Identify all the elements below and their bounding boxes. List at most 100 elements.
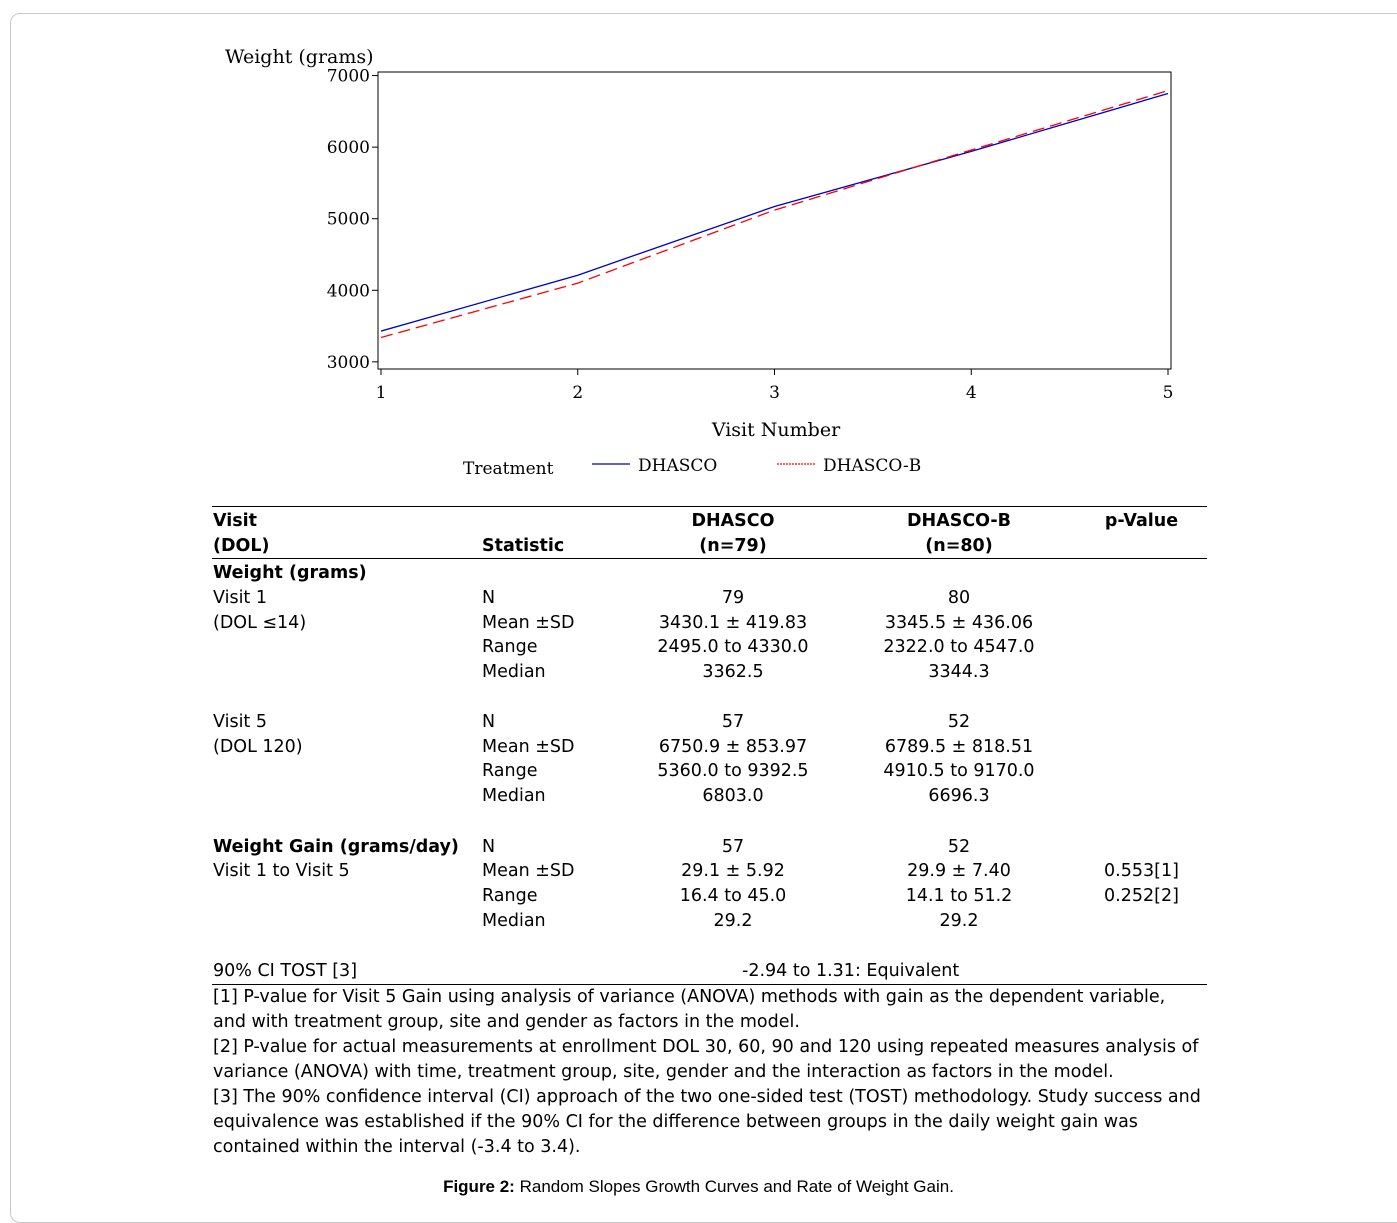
y-tick-label: 6000	[327, 138, 370, 158]
x-tick-label: 3	[769, 383, 780, 403]
table-top-rule	[212, 506, 1207, 507]
stat-label: Mean ±SD	[482, 737, 575, 757]
y-tick-label: 3000	[327, 353, 370, 373]
dhasco-value: 29.1 ± 5.92	[681, 861, 785, 881]
table-row: Range 2495.0 to 4330.0 2322.0 to 4547.0	[212, 635, 1207, 660]
y-tick-label: 7000	[327, 67, 370, 87]
p-value: 0.252[2]	[1104, 886, 1179, 906]
gain-label: Weight Gain (grams/day)	[213, 837, 459, 857]
footnotes: [1] P-value for Visit 5 Gain using analy…	[213, 985, 1203, 1160]
dhasco-value: 5360.0 to 9392.5	[657, 761, 809, 781]
dhasco-b-value: 2322.0 to 4547.0	[883, 637, 1035, 657]
stat-label: N	[482, 588, 496, 608]
dhasco-value: 3362.5	[702, 662, 764, 682]
y-ticks: 3000 4000 5000 6000 7000	[327, 67, 378, 373]
header-dhasco-n: (n=79)	[699, 536, 767, 556]
dhasco-value: 16.4 to 45.0	[679, 886, 787, 906]
x-tick-label: 4	[966, 383, 977, 403]
table-row: Median 29.2 29.2	[212, 909, 1207, 934]
visit5-label: Visit 5	[213, 712, 267, 732]
stat-label: Range	[482, 761, 538, 781]
growth-curve-chart: Weight (grams) Visit Number 3000 4000 5000…	[225, 46, 1174, 479]
table-row: (DOL ≤14) Mean ±SD 3430.1 ± 419.83 3345.…	[212, 611, 1207, 636]
ci-row: 90% CI TOST [3] -2.94 to 1.31: Equivalen…	[212, 959, 1207, 984]
p-value: 0.553[1]	[1104, 861, 1179, 881]
dhasco-b-value: 14.1 to 51.2	[905, 886, 1013, 906]
header-statistic: Statistic	[482, 536, 565, 556]
dhasco-b-value: 6789.5 ± 818.51	[884, 737, 1034, 757]
table-row: Weight Gain (grams/day) N 57 52	[212, 835, 1207, 860]
header-bottom-rule	[212, 558, 1207, 559]
stat-label: Median	[482, 786, 546, 806]
figure-caption: Figure 2: Random Slopes Growth Curves an…	[0, 1177, 1397, 1197]
header-row-1: Visit DHASCO DHASCO-B p-Value	[212, 509, 1207, 534]
caption-text: Random Slopes Growth Curves and Rate of …	[514, 1177, 954, 1196]
legend-title: Treatment	[463, 459, 554, 479]
gain-period: Visit 1 to Visit 5	[213, 861, 350, 881]
x-ticks: 1 2 3 4 5	[376, 369, 1174, 403]
dhasco-value: 57	[721, 837, 745, 857]
x-tick-label: 5	[1163, 383, 1174, 403]
x-tick-label: 1	[376, 383, 387, 403]
table-row: Visit 5 N 57 52	[212, 710, 1207, 735]
dhasco-b-value: 4910.5 to 9170.0	[883, 761, 1035, 781]
legend-label-dhasco: DHASCO	[638, 456, 717, 476]
header-dhasco: DHASCO	[691, 511, 775, 531]
series-line-dhasco	[380, 92, 1169, 332]
table-row: Visit 1 N 79 80	[212, 586, 1207, 611]
dhasco-value: 57	[721, 712, 745, 732]
table-row: (DOL 120) Mean ±SD 6750.9 ± 853.97 6789.…	[212, 735, 1207, 760]
visit1-label: Visit 1	[213, 588, 267, 608]
header-dhasco-b-n: (n=80)	[925, 536, 993, 556]
header-pvalue: p-Value	[1104, 511, 1179, 531]
stat-label: N	[482, 837, 496, 857]
dhasco-b-value: 52	[947, 837, 971, 857]
y-axis-label: Weight (grams)	[225, 46, 374, 68]
stat-label: Median	[482, 911, 546, 931]
footnote-1: [1] P-value for Visit 5 Gain using analy…	[213, 987, 1166, 1032]
caption-label: Figure 2:	[443, 1177, 515, 1196]
dhasco-b-value: 29.9 ± 7.40	[907, 861, 1011, 881]
header-dhasco-b: DHASCO-B	[907, 511, 1011, 531]
stat-label: Range	[482, 886, 538, 906]
legend: Treatment DHASCO DHASCO-B	[463, 456, 921, 479]
y-tick-label: 4000	[327, 281, 370, 301]
plot-area	[377, 71, 1172, 370]
dhasco-b-value: 6696.3	[928, 786, 990, 806]
x-axis-label: Visit Number	[711, 419, 841, 441]
header-dol: (DOL)	[213, 536, 270, 556]
table-row: Range 5360.0 to 9392.5 4910.5 to 9170.0	[212, 759, 1207, 784]
stat-label: Mean ±SD	[482, 861, 575, 881]
section-title-text: Weight (grams)	[213, 563, 367, 583]
dhasco-b-value: 29.2	[939, 911, 979, 931]
dhasco-value: 6803.0	[702, 786, 764, 806]
series-lines	[380, 89, 1169, 339]
series-line-dhasco-b	[380, 89, 1169, 339]
stat-label: Median	[482, 662, 546, 682]
dhasco-b-value: 3345.5 ± 436.06	[884, 613, 1034, 633]
table-row: Median 3362.5 3344.3	[212, 660, 1207, 685]
dhasco-value: 6750.9 ± 853.97	[658, 737, 808, 757]
stat-label: Range	[482, 637, 538, 657]
table-row: Range 16.4 to 45.0 14.1 to 51.2 0.252[2]	[212, 884, 1207, 909]
stat-label: Mean ±SD	[482, 613, 575, 633]
dhasco-value: 3430.1 ± 419.83	[658, 613, 808, 633]
header-row-2: (DOL) Statistic (n=79) (n=80)	[212, 534, 1207, 559]
dhasco-b-value: 80	[947, 588, 971, 608]
table-row: Visit 1 to Visit 5 Mean ±SD 29.1 ± 5.92 …	[212, 859, 1207, 884]
footnote-2: [2] P-value for actual measurements at e…	[213, 1037, 1199, 1082]
visit5-dol: (DOL 120)	[213, 737, 303, 757]
visit1-dol: (DOL ≤14)	[213, 613, 307, 633]
dhasco-b-value: 3344.3	[928, 662, 990, 682]
dhasco-value: 79	[721, 588, 745, 608]
legend-label-dhasco-b: DHASCO-B	[823, 456, 921, 476]
table-row: Median 6803.0 6696.3	[212, 784, 1207, 809]
footnote-3: [3] The 90% confidence interval (CI) app…	[213, 1087, 1201, 1157]
x-tick-label: 2	[572, 383, 583, 403]
header-visit: Visit	[213, 511, 258, 531]
dhasco-value: 2495.0 to 4330.0	[657, 637, 809, 657]
table-bottom-rule	[212, 984, 1207, 985]
ci-value: -2.94 to 1.31: Equivalent	[742, 961, 960, 981]
stat-label: N	[482, 712, 496, 732]
dhasco-b-value: 52	[947, 712, 971, 732]
